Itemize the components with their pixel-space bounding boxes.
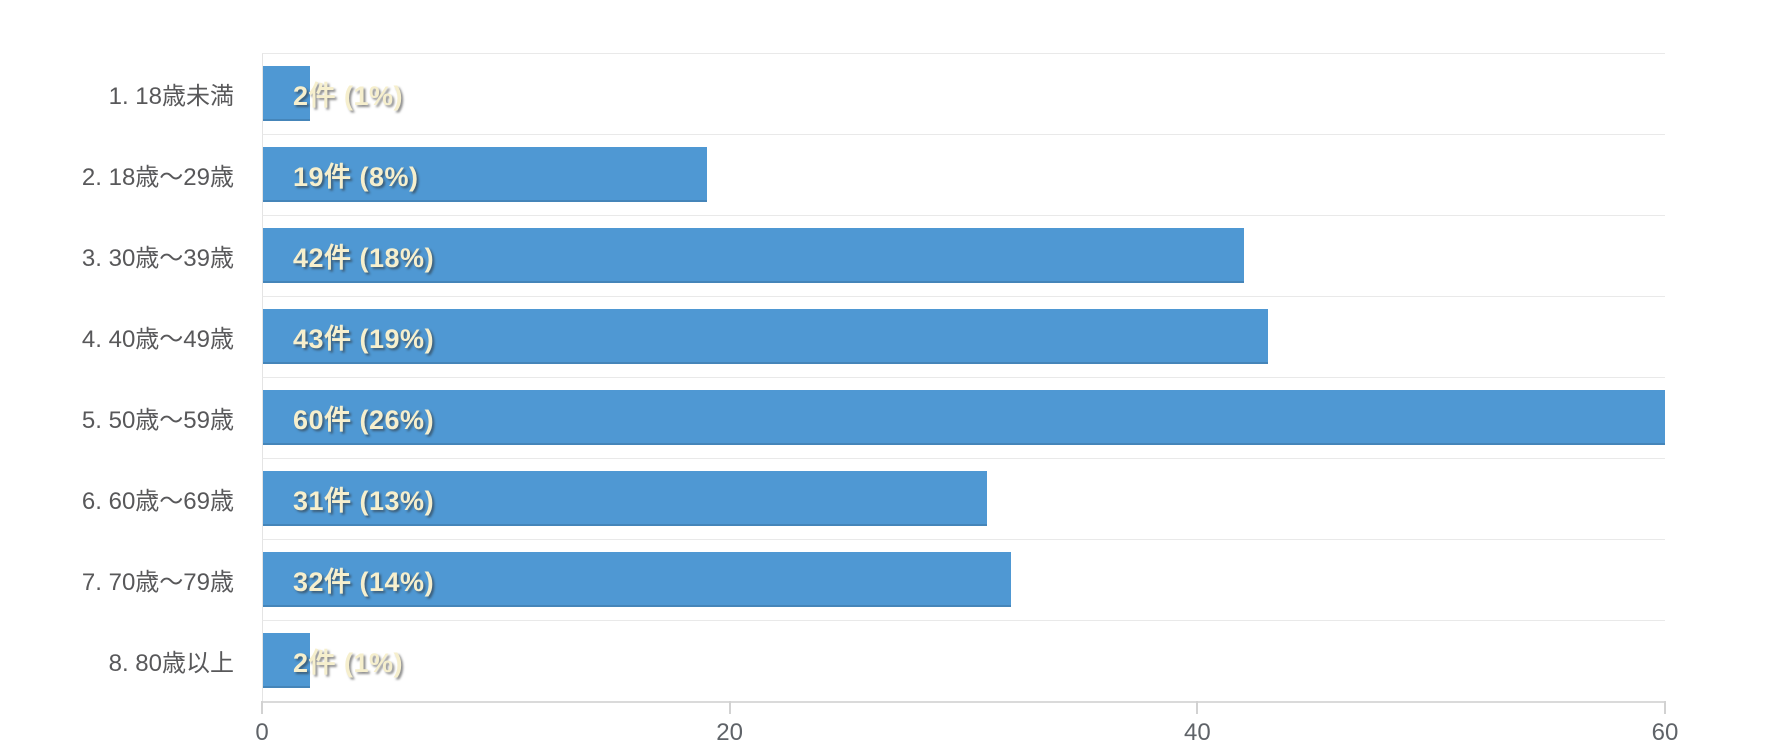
chart-row: 4. 40歳～49歳 43件 (19%) — [0, 296, 1665, 377]
category-label: 7. 70歳～79歳 — [81, 569, 234, 596]
category-label: 5. 50歳～59歳 — [81, 407, 234, 434]
x-axis-tick — [1196, 701, 1199, 714]
chart-row: 6. 60歳～69歳 31件 (13%) — [0, 458, 1665, 539]
row-band: 19件 (8%) — [262, 134, 1665, 215]
category-label: 2. 18歳～29歳 — [81, 164, 234, 191]
x-axis-tick — [261, 701, 263, 714]
bar[interactable] — [263, 552, 1011, 607]
row-band: 32件 (14%) — [262, 539, 1665, 620]
x-axis-tick — [728, 701, 731, 714]
category-label: 1. 18歳未満 — [108, 83, 234, 110]
row-band: 43件 (19%) — [262, 296, 1665, 377]
row-band: 2件 (1%) — [262, 620, 1665, 701]
bar-value-label: 43件 (19%) — [293, 324, 435, 354]
bar-value-label: 2件 (1%) — [293, 81, 404, 111]
category-label: 3. 30歳～39歳 — [81, 245, 234, 272]
plot-rows: 1. 18歳未満 2件 (1%) 2. 18歳～29歳 19件 (8%) 3. 30歳～… — [0, 53, 1665, 701]
bar[interactable] — [263, 390, 1665, 445]
bar-value-label: 60件 (26%) — [293, 405, 435, 435]
x-axis-tick-label: 60 — [1651, 719, 1679, 746]
bar[interactable] — [263, 147, 707, 202]
bar[interactable] — [263, 66, 310, 121]
chart-row: 1. 18歳未満 2件 (1%) — [0, 53, 1665, 134]
bar[interactable] — [263, 633, 310, 688]
bar-value-label: 2件 (1%) — [293, 648, 404, 678]
x-axis-tick-label: 0 — [255, 719, 269, 746]
x-axis-tick-label: 20 — [716, 719, 744, 746]
x-axis-tick-label: 40 — [1183, 719, 1211, 746]
category-label: 4. 40歳～49歳 — [81, 326, 234, 353]
bar[interactable] — [263, 228, 1245, 283]
row-band: 42件 (18%) — [262, 215, 1665, 296]
x-axis-tick — [1664, 701, 1666, 714]
chart-row: 7. 70歳～79歳 32件 (14%) — [0, 539, 1665, 620]
row-band: 60件 (26%) — [262, 377, 1665, 458]
category-label: 6. 60歳～69歳 — [81, 488, 234, 515]
chart-row: 3. 30歳～39歳 42件 (18%) — [0, 215, 1665, 296]
chart-row: 2. 18歳～29歳 19件 (8%) — [0, 134, 1665, 215]
bar[interactable] — [263, 309, 1268, 364]
bar-value-label: 32件 (14%) — [293, 567, 435, 597]
category-label: 8. 80歳以上 — [108, 650, 234, 677]
bar-value-label: 42件 (18%) — [293, 243, 435, 273]
bar-value-label: 19件 (8%) — [293, 162, 419, 192]
row-band: 31件 (13%) — [262, 458, 1665, 539]
chart-row: 5. 50歳～59歳 60件 (26%) — [0, 377, 1665, 458]
x-axis: 0 20 40 60 — [255, 701, 1678, 749]
bar[interactable] — [263, 471, 988, 526]
bar-value-label: 31件 (13%) — [293, 486, 435, 516]
chart-row: 8. 80歳以上 2件 (1%) — [0, 620, 1665, 701]
row-band: 2件 (1%) — [262, 53, 1665, 134]
